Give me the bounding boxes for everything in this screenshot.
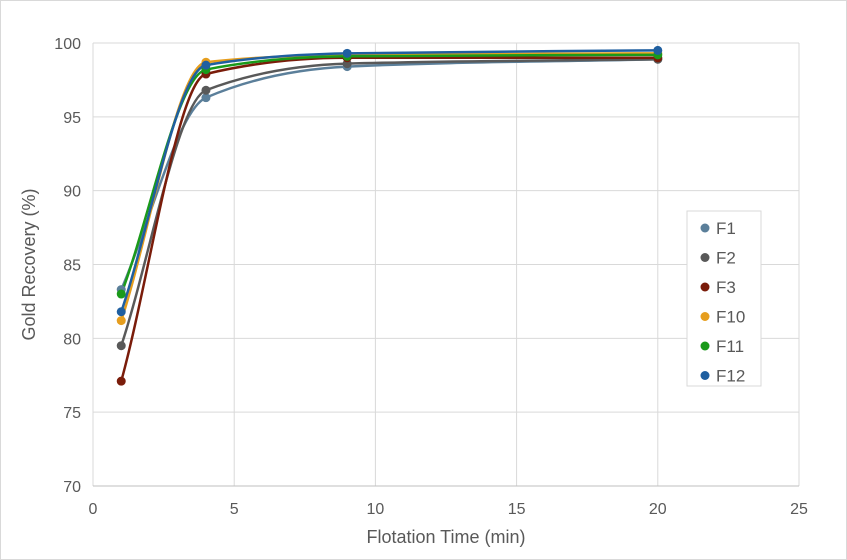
legend-marker-f11 (700, 341, 710, 351)
x-axis-title: Flotation Time (min) (366, 527, 525, 547)
data-point-f2 (201, 85, 211, 95)
data-point-f11 (116, 289, 126, 299)
grid-layer (92, 42, 800, 487)
legend-label-f2: F2 (716, 249, 736, 268)
y-tick-label: 85 (63, 258, 81, 275)
data-point-f10 (116, 316, 126, 326)
legend-label-f12: F12 (716, 367, 745, 386)
x-tick-label: 0 (89, 501, 98, 518)
y-tick-label: 70 (63, 479, 81, 496)
x-tick-label: 15 (508, 501, 526, 518)
legend-label-f1: F1 (716, 219, 736, 238)
legend-marker-f12 (700, 371, 710, 380)
x-tick-label: 25 (790, 501, 808, 518)
data-point-f12 (653, 45, 663, 55)
legend-label-f3: F3 (716, 278, 736, 297)
series-line-f3 (119, 56, 660, 383)
y-tick-label: 95 (63, 110, 81, 127)
x-tick-label: 20 (649, 501, 667, 518)
y-tick-label: 80 (63, 331, 81, 348)
x-tick-label: 10 (367, 501, 385, 518)
axis-layer: 70 75 80 85 90 95 100 0 5 10 15 20 25 (54, 36, 808, 518)
marker-layer (116, 45, 663, 386)
legend-label-f10: F10 (716, 308, 745, 327)
legend-marker-f2 (700, 253, 710, 262)
curve-layer (119, 49, 660, 383)
legend-label-f11: F11 (716, 337, 744, 356)
legend-box (686, 210, 762, 387)
data-point-f2 (116, 341, 126, 351)
series-line-f12 (119, 49, 660, 314)
series-line-f2 (119, 57, 660, 347)
legend-marker-f3 (700, 282, 710, 292)
legend-marker-f1 (700, 223, 710, 233)
y-axis-title: Gold Recovery (%) (19, 188, 39, 340)
y-tick-label: 75 (63, 405, 81, 422)
data-point-f3 (116, 376, 126, 386)
x-tick-label: 5 (230, 501, 239, 518)
legend-marker-f10 (700, 312, 710, 321)
legend: F1 F2 F3 F10 F11 F12 (686, 210, 762, 387)
data-point-f12 (116, 307, 126, 317)
data-point-f12 (201, 60, 211, 70)
data-point-f1 (201, 93, 211, 103)
y-tick-label: 90 (63, 184, 81, 201)
y-tick-label: 100 (54, 36, 81, 53)
data-point-f12 (342, 48, 352, 58)
